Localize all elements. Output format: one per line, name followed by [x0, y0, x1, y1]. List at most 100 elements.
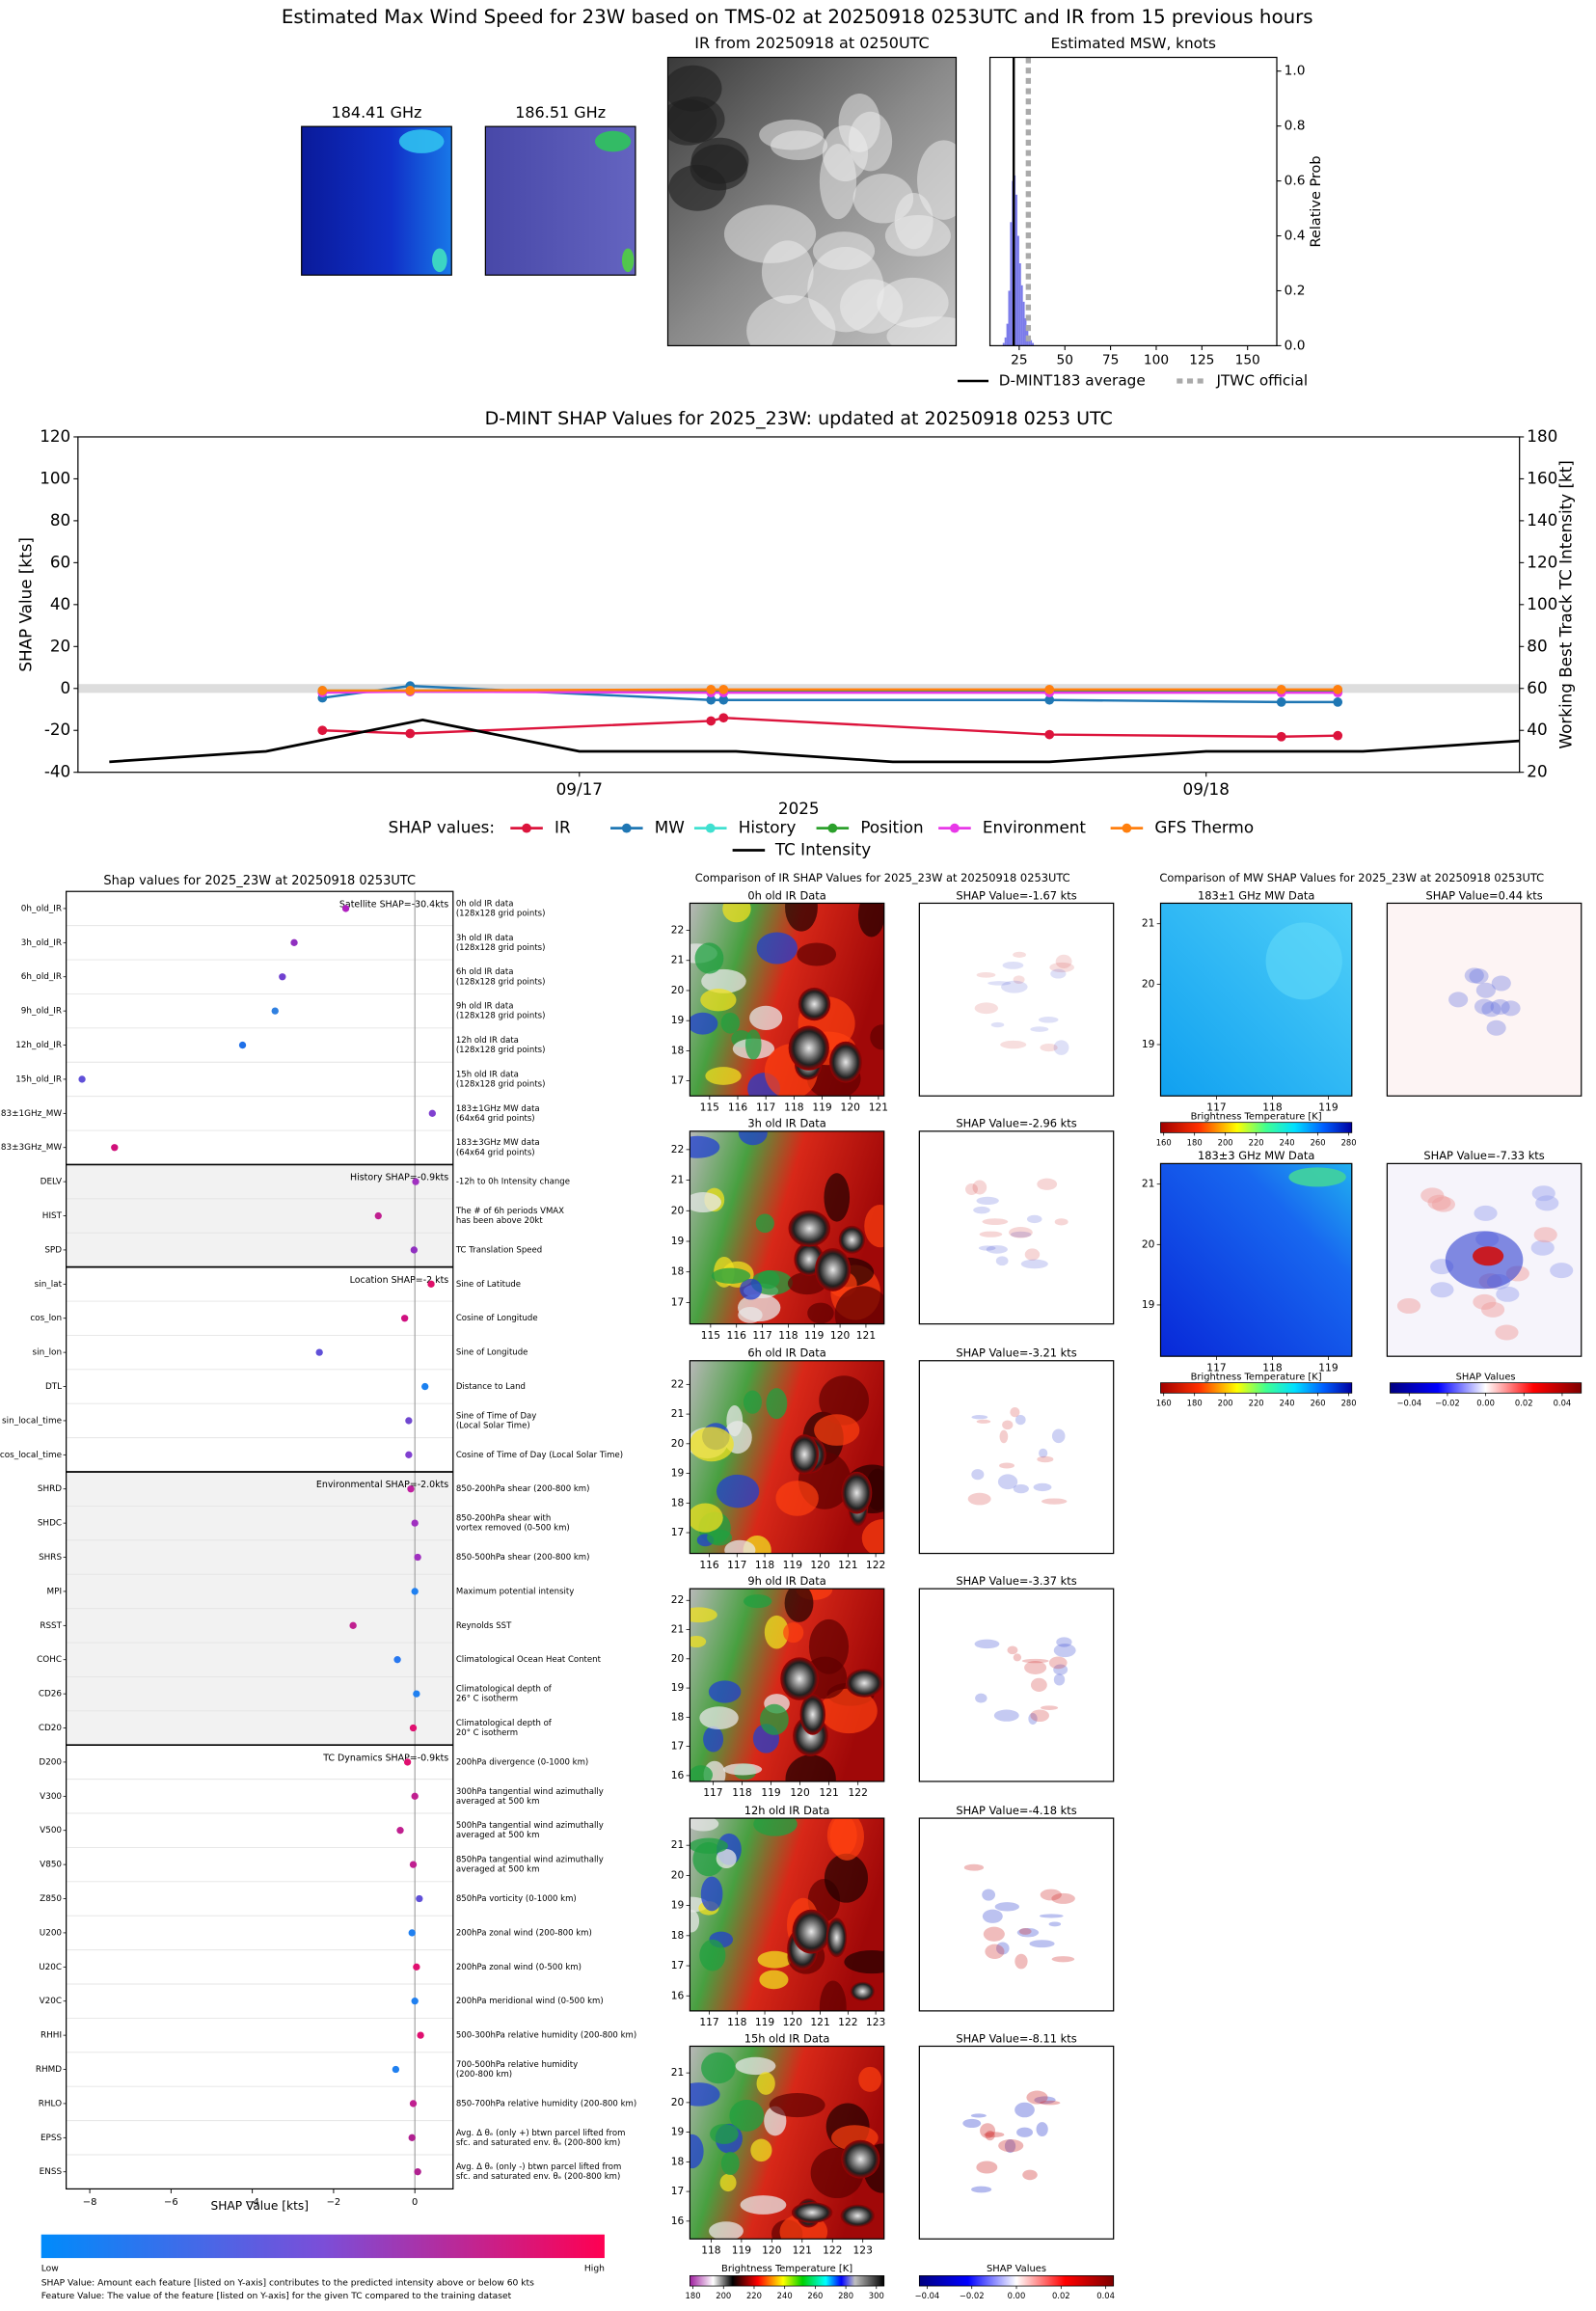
image-feature	[690, 2082, 720, 2107]
point	[417, 2031, 424, 2039]
x-tick-label: 118	[1262, 1361, 1283, 1373]
x-tick-label: 118	[701, 2243, 721, 2256]
image-feature	[983, 1926, 1005, 1942]
x-tick-label: 123	[853, 2243, 873, 2256]
image-feature	[1013, 951, 1026, 958]
point	[405, 1417, 413, 1425]
y-tick-label: 20	[671, 1868, 685, 1881]
image-feature	[1535, 1195, 1559, 1211]
image-feature	[985, 1944, 1005, 1960]
image-feature	[1396, 1297, 1421, 1314]
x-tick-label: 150	[1235, 353, 1260, 368]
image-feature	[994, 1902, 1019, 1912]
image-feature	[594, 130, 632, 152]
point	[416, 1894, 423, 1903]
image-feature	[990, 1021, 1005, 1028]
image-feature	[708, 1680, 742, 1703]
feature-label: U20C	[39, 1963, 62, 1972]
image-feature	[995, 1256, 1009, 1266]
feature-label: COHC	[37, 1655, 62, 1665]
image-feature	[690, 1012, 718, 1035]
x-tick-label: 121	[810, 2016, 829, 2028]
image-feature	[1002, 1420, 1014, 1430]
image-feature	[975, 1693, 987, 1703]
image-feature	[690, 1135, 720, 1158]
y-tick-label: 0.0	[1285, 338, 1306, 353]
colorbar-tick-label: 160	[1156, 1138, 1172, 1148]
x-tick-label: −4	[245, 2197, 259, 2208]
y-tick-label: 16	[671, 1769, 685, 1781]
image-feature	[999, 1429, 1009, 1444]
image-feature	[1050, 968, 1067, 979]
image	[690, 1130, 884, 1324]
image-frame	[689, 1588, 885, 1782]
panel-title: SHAP Value=-3.37 kts	[956, 1574, 1076, 1588]
colorbar-title: Brightness Temperature [K]	[1191, 1373, 1322, 1383]
point	[421, 1382, 429, 1391]
image-feature	[668, 164, 727, 211]
point	[290, 938, 298, 946]
feature-label: CD20	[39, 1724, 63, 1733]
y-tick-label: 22	[671, 1143, 685, 1156]
image-feature	[716, 1848, 737, 1869]
colorbar-tick-label: 0.04	[1096, 2291, 1115, 2300]
image	[1387, 903, 1582, 1097]
image-feature	[962, 2118, 982, 2129]
image-feature	[690, 2134, 704, 2169]
feature-label: RHMD	[36, 2065, 62, 2075]
feature-description: -12h to 0h Intensity change	[456, 1178, 570, 1187]
feature-description: averaged at 500 km	[456, 1831, 540, 1840]
image-background	[919, 903, 1114, 1097]
y-tick-label: 20	[1142, 977, 1155, 990]
bar	[1004, 337, 1007, 346]
legend-title: SHAP values:	[389, 818, 495, 837]
image-feature	[965, 1183, 978, 1195]
colorbar-tick-label: 220	[746, 2291, 762, 2300]
legend-label: JTWC official	[1215, 372, 1308, 390]
feature-description: Climatological Ocean Heat Content	[456, 1655, 602, 1665]
colorbar	[690, 2275, 885, 2287]
image-feature	[700, 989, 737, 1012]
image-feature	[815, 1247, 852, 1291]
y-tick-label: 19	[1142, 1038, 1155, 1050]
legend-label: History	[739, 818, 797, 837]
image-feature	[1026, 2090, 1048, 2105]
y-tick-label: 21	[671, 2066, 685, 2079]
feature-description: 26° C isotherm	[456, 1695, 518, 1704]
y-tick-label: 21	[1142, 1178, 1155, 1190]
feature-description: 183±1GHz MW data	[456, 1104, 540, 1114]
point	[393, 1656, 401, 1664]
image-feature	[791, 2202, 833, 2223]
y-tick-label: 0.6	[1285, 174, 1306, 189]
image-frame	[1159, 902, 1353, 1097]
image-feature	[1448, 992, 1469, 1008]
panel-title: SHAP Value=-7.33 kts	[1423, 1149, 1544, 1162]
image-feature	[780, 1657, 819, 1700]
image	[919, 2046, 1114, 2240]
feature-description: Sine of Time of Day	[456, 1411, 536, 1421]
image-feature	[720, 2151, 740, 2176]
y-tick-label: -40	[44, 762, 70, 781]
image-feature	[971, 2186, 992, 2193]
series-line	[109, 718, 1520, 764]
x-tick-label: 121	[856, 1329, 876, 1342]
image-feature	[1037, 1178, 1058, 1190]
y-tick-label: 18	[671, 1044, 685, 1056]
colorbar-tick-label: 240	[1280, 1398, 1295, 1407]
image-feature	[783, 1622, 804, 1644]
image-feature	[1474, 1205, 1498, 1221]
point	[400, 1315, 409, 1322]
y2-tick-label: 100	[1527, 594, 1557, 613]
image-feature	[972, 1180, 987, 1195]
y2-tick-label: 180	[1527, 426, 1557, 446]
y-tick-label: 17	[671, 1959, 685, 1971]
image-feature	[864, 1204, 884, 1248]
point	[706, 716, 717, 726]
image-feature	[690, 1192, 721, 1213]
image-feature	[807, 246, 884, 333]
image-frame	[689, 1360, 885, 1555]
point	[414, 1553, 421, 1562]
image-feature	[1051, 1428, 1066, 1444]
feature-label: V20C	[40, 1997, 62, 2006]
feature-label: cos_lon	[30, 1314, 62, 1323]
